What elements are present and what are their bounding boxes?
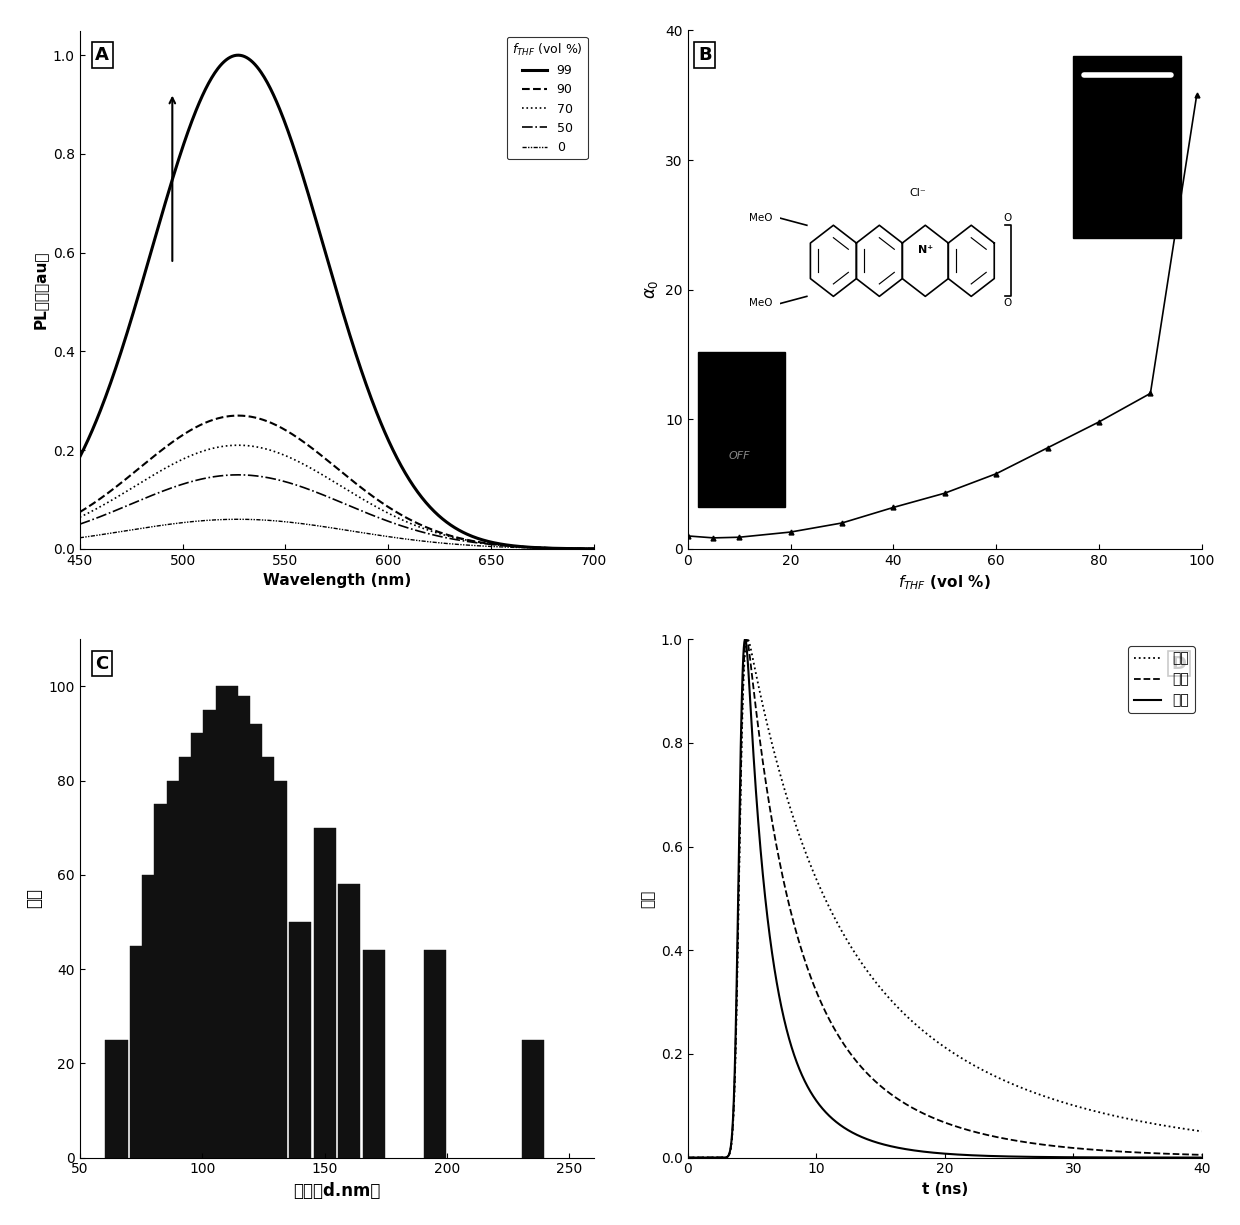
Legend: 99, 90, 70, 50, 0: 99, 90, 70, 50, 0 [507,37,588,159]
晶体 [916,1024,931,1039]
Bar [216,686,238,1158]
溶液 [1085,1150,1100,1165]
Bar [166,780,188,1158]
Y-axis label: 计数: 计数 [640,889,655,908]
Bar [105,1040,128,1158]
溶液 [930,1145,945,1160]
Text: C: C [95,654,108,673]
溶液 [738,632,753,647]
Bar [424,951,445,1158]
Bar [339,884,360,1158]
溶液 [707,1150,722,1165]
粉末 [916,1106,931,1121]
Bar [264,780,286,1158]
X-axis label: Wavelength (nm): Wavelength (nm) [263,573,410,588]
Y-axis label: PL强度（au）: PL强度（au） [32,250,47,330]
Bar [289,922,311,1158]
Bar [314,828,336,1158]
Bar [143,875,164,1158]
Bar [1074,56,1182,238]
粉末 [930,1112,945,1127]
Legend: 晶体, 粉末, 溶液: 晶体, 粉末, 溶液 [1128,646,1195,713]
晶体 [740,632,755,647]
Text: B: B [698,47,712,64]
Bar [241,724,262,1158]
溶液 [1194,1150,1209,1165]
Line: 晶体: 晶体 [688,639,1202,1158]
粉末 [1179,1147,1194,1161]
溶液 [916,1144,931,1159]
Text: D: D [1172,654,1187,673]
Bar [253,757,274,1158]
晶体 [1179,1122,1194,1137]
粉末 [681,1150,696,1165]
Line: 粉末: 粉末 [688,639,1202,1158]
粉末 [1194,1148,1209,1163]
Y-axis label: $\alpha_0$: $\alpha_0$ [642,281,660,299]
Bar [203,709,226,1158]
X-axis label: $f_{THF}$ (vol %): $f_{THF}$ (vol %) [899,573,991,592]
晶体 [1179,1122,1194,1137]
粉末 [1085,1142,1100,1156]
X-axis label: 大小（d.nm）: 大小（d.nm） [293,1182,381,1200]
Bar [179,757,201,1158]
Bar [130,946,153,1158]
Y-axis label: 强度: 强度 [25,888,43,909]
Text: OFF: OFF [728,451,750,461]
晶体 [707,1150,722,1165]
Text: A: A [95,47,109,64]
晶体 [930,1035,945,1050]
X-axis label: t (ns): t (ns) [921,1182,968,1197]
Line: 溶液: 溶液 [688,639,1202,1158]
晶体 [1085,1104,1100,1118]
Bar [522,1040,543,1158]
晶体 [681,1150,696,1165]
溶液 [681,1150,696,1165]
溶液 [1179,1150,1194,1165]
Bar [191,734,213,1158]
Bar [228,696,250,1158]
晶体 [1194,1125,1209,1139]
Bar [155,804,176,1158]
粉末 [707,1150,722,1165]
粉末 [1179,1147,1194,1161]
Bar [698,352,785,507]
溶液 [1179,1150,1194,1165]
Bar [362,951,384,1158]
粉末 [739,632,754,647]
